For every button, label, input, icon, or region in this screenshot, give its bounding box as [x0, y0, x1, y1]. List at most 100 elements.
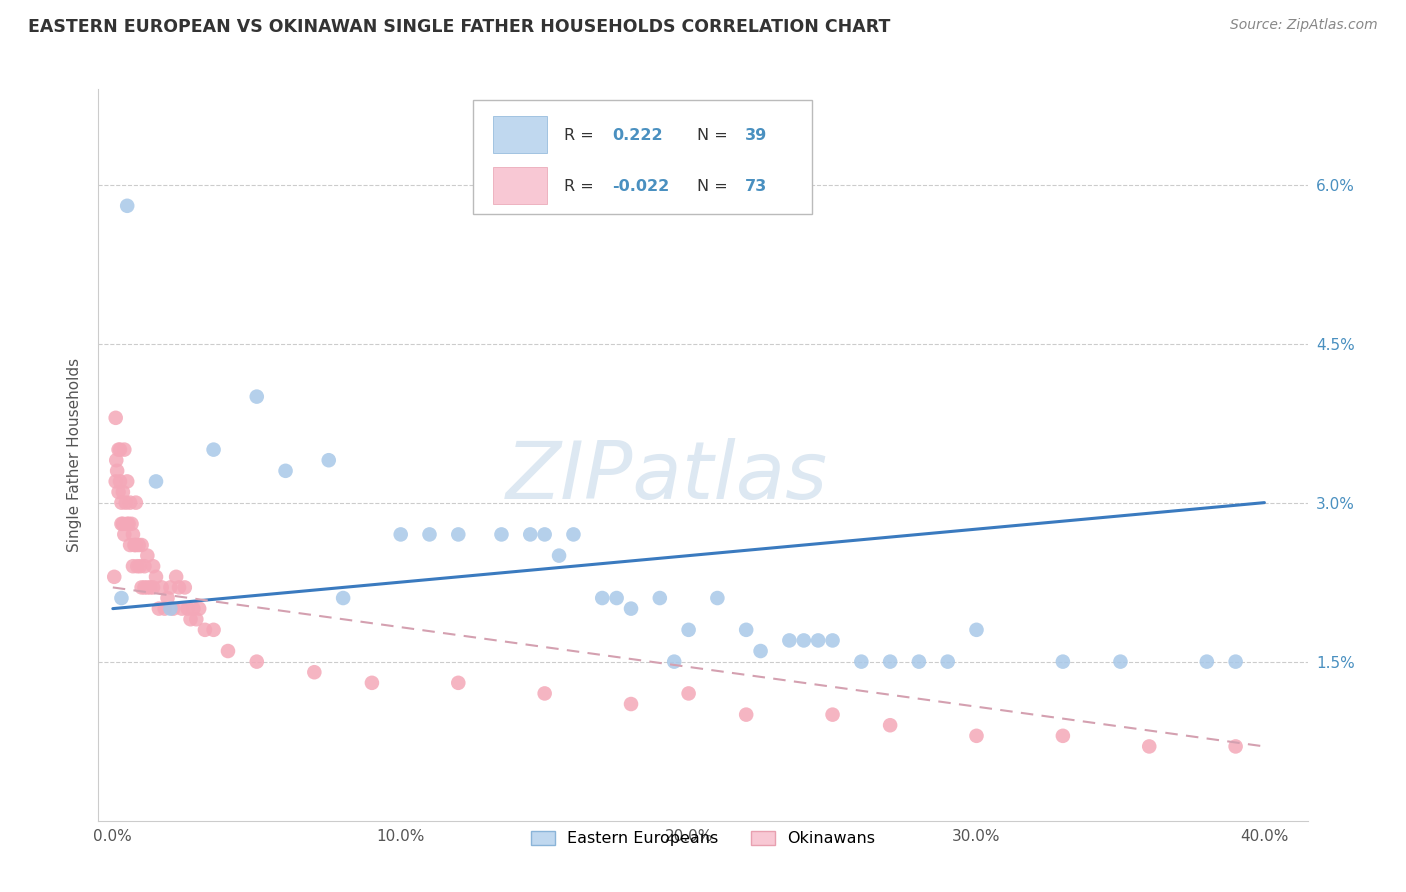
Point: [194, 623, 217, 637]
Point: [108, 442, 131, 457]
Point: [110, 516, 132, 531]
Point: [153, 601, 176, 615]
Point: [105, 453, 128, 467]
Point: [304, 665, 326, 680]
Text: N =: N =: [697, 128, 733, 143]
Point: [142, 559, 165, 574]
Point: [167, 581, 190, 595]
Point: [112, 527, 135, 541]
Y-axis label: Single Father Households: Single Father Households: [66, 358, 82, 552]
Point: [134, 581, 156, 595]
Point: [159, 601, 181, 615]
Legend: Eastern Europeans, Okinawans: Eastern Europeans, Okinawans: [524, 824, 882, 853]
Point: [118, 516, 141, 531]
Point: [136, 549, 159, 563]
Point: [131, 538, 153, 552]
Point: [533, 686, 555, 700]
Point: [533, 527, 555, 541]
Point: [620, 601, 643, 615]
Point: [128, 538, 150, 552]
Point: [447, 676, 470, 690]
Point: [115, 516, 138, 531]
Point: [125, 495, 148, 509]
Point: [105, 464, 128, 478]
Point: [606, 591, 628, 605]
Point: [159, 581, 181, 595]
Text: 73: 73: [745, 179, 768, 194]
Point: [418, 527, 440, 541]
Point: [120, 495, 142, 509]
Point: [180, 612, 202, 626]
Point: [127, 559, 149, 574]
Point: [274, 464, 297, 478]
Text: -0.022: -0.022: [613, 179, 669, 194]
Point: [620, 697, 643, 711]
Point: [110, 591, 132, 605]
Point: [124, 538, 146, 552]
Point: [749, 644, 772, 658]
Point: [112, 442, 135, 457]
Point: [150, 581, 173, 595]
Point: [114, 495, 136, 509]
Point: [735, 623, 758, 637]
Point: [966, 729, 988, 743]
Point: [678, 623, 700, 637]
Text: R =: R =: [564, 179, 599, 194]
Point: [115, 475, 138, 489]
Point: [664, 655, 686, 669]
Point: [361, 676, 384, 690]
Point: [447, 527, 470, 541]
Point: [202, 623, 225, 637]
Point: [122, 527, 145, 541]
Point: [807, 633, 830, 648]
Point: [104, 475, 127, 489]
Text: Source: ZipAtlas.com: Source: ZipAtlas.com: [1230, 18, 1378, 32]
Point: [678, 686, 700, 700]
Point: [139, 581, 162, 595]
Point: [879, 718, 901, 732]
Point: [332, 591, 354, 605]
Point: [103, 570, 125, 584]
Point: [134, 559, 156, 574]
Point: [217, 644, 239, 658]
FancyBboxPatch shape: [474, 100, 811, 213]
Point: [120, 538, 142, 552]
Point: [879, 655, 901, 669]
Text: EASTERN EUROPEAN VS OKINAWAN SINGLE FATHER HOUSEHOLDS CORRELATION CHART: EASTERN EUROPEAN VS OKINAWAN SINGLE FATH…: [28, 18, 890, 36]
Point: [115, 199, 138, 213]
FancyBboxPatch shape: [492, 116, 547, 153]
Point: [145, 475, 167, 489]
Point: [129, 559, 152, 574]
Point: [491, 527, 513, 541]
Point: [186, 612, 208, 626]
Point: [136, 581, 159, 595]
Point: [1109, 655, 1132, 669]
Text: 39: 39: [745, 128, 768, 143]
Point: [778, 633, 800, 648]
Point: [1052, 729, 1074, 743]
Point: [966, 623, 988, 637]
Point: [821, 633, 844, 648]
Point: [1225, 655, 1247, 669]
Point: [170, 601, 193, 615]
Point: [148, 601, 170, 615]
Point: [110, 495, 132, 509]
Point: [107, 442, 129, 457]
Point: [107, 485, 129, 500]
Point: [108, 475, 131, 489]
Point: [162, 601, 184, 615]
Point: [519, 527, 541, 541]
Text: 0.222: 0.222: [613, 128, 664, 143]
Point: [851, 655, 873, 669]
Point: [548, 549, 571, 563]
Point: [142, 581, 165, 595]
Point: [821, 707, 844, 722]
Point: [706, 591, 728, 605]
Point: [125, 538, 148, 552]
Point: [318, 453, 340, 467]
Point: [648, 591, 671, 605]
Point: [145, 570, 167, 584]
Point: [111, 485, 134, 500]
FancyBboxPatch shape: [492, 168, 547, 204]
Point: [936, 655, 959, 669]
